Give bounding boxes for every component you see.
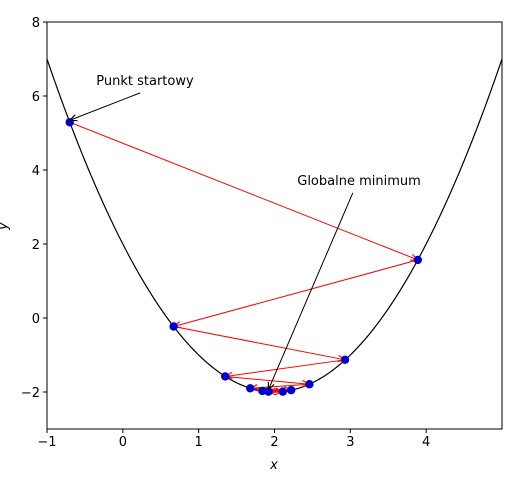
y-tick-label: 8: [32, 16, 40, 31]
iteration-point: [169, 322, 178, 331]
iteration-point: [286, 385, 296, 395]
iteration-point: [340, 355, 350, 365]
x-tick-label: 2: [270, 435, 278, 450]
iteration-point: [278, 387, 288, 396]
iteration-point: [305, 380, 314, 389]
y-tick-label: −2: [21, 386, 40, 401]
x-tick-label: −1: [37, 435, 56, 450]
annotation-label: Punkt startowy: [96, 74, 194, 89]
plot-area: [47, 58, 502, 396]
function-curve: [47, 58, 502, 393]
step-arrow: [174, 259, 418, 327]
y-axis: −2 0 2 4 6 8: [21, 16, 47, 401]
annotation-arrow: [268, 192, 354, 390]
x-axis-label: x: [269, 458, 278, 473]
iteration-point: [221, 372, 230, 381]
step-arrow: [173, 326, 345, 360]
annotations: Punkt startowy Globalne minimum: [70, 74, 421, 390]
x-tick-label: 3: [346, 435, 354, 450]
iteration-point: [413, 255, 423, 265]
y-tick-label: 4: [32, 164, 40, 179]
x-axis: −1 0 1 2 3 4: [37, 429, 430, 450]
y-tick-label: 2: [32, 238, 40, 253]
annotation-arrow: [70, 92, 141, 120]
y-tick-label: 6: [32, 90, 40, 105]
plot-clip-group: [47, 58, 502, 396]
step-arrow: [69, 121, 418, 260]
iteration-point: [246, 384, 255, 393]
annotation-label: Globalne minimum: [297, 174, 421, 189]
x-tick-label: 4: [422, 435, 430, 450]
step-arrow: [225, 375, 309, 384]
y-axis-label: y: [0, 222, 11, 231]
y-tick-label: 0: [32, 312, 40, 327]
x-tick-label: 0: [119, 435, 127, 450]
x-tick-label: 1: [195, 435, 203, 450]
step-arrow: [225, 359, 346, 377]
